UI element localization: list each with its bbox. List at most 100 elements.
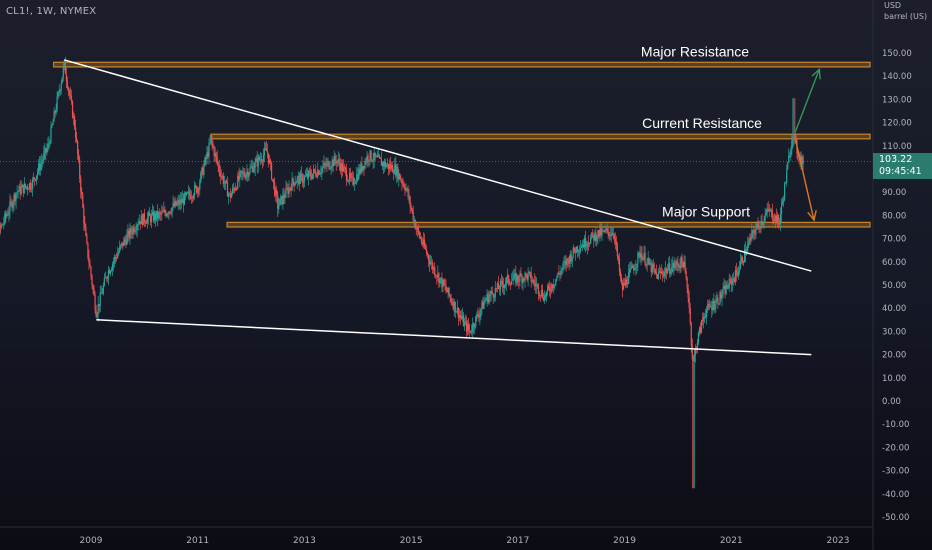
candle-body <box>597 230 599 238</box>
candle-body <box>46 148 48 153</box>
candle-body <box>358 168 360 180</box>
y-tick-label: -20.00 <box>882 443 909 453</box>
candle-body <box>287 188 289 194</box>
candle-body <box>499 281 502 290</box>
candle-body <box>613 235 615 239</box>
candle-body <box>672 262 674 267</box>
candle-body <box>717 297 719 305</box>
candle-body <box>402 183 404 185</box>
candle-body <box>793 133 795 139</box>
candle-body <box>511 280 513 285</box>
candle-body <box>712 300 714 311</box>
candle-body <box>146 217 149 224</box>
candle-body <box>246 171 248 175</box>
candle-body <box>753 230 755 234</box>
candle-body <box>228 193 231 195</box>
candle-body <box>381 162 384 166</box>
candle-body <box>462 315 465 327</box>
candle-body <box>307 171 310 178</box>
candle-body <box>49 142 51 144</box>
candle-body <box>25 186 27 188</box>
candle-body <box>126 235 128 245</box>
candle-body <box>170 212 172 214</box>
candle-body <box>393 172 395 174</box>
candle-body <box>701 320 704 322</box>
y-tick-label: 90.00 <box>882 188 906 198</box>
y-tick-label: 0.00 <box>882 397 901 407</box>
candle-body <box>611 233 613 236</box>
candle-body <box>476 314 478 317</box>
candle-body <box>446 290 448 293</box>
candle-body <box>589 243 591 245</box>
candle-body <box>221 176 223 177</box>
candle-body <box>483 302 485 309</box>
candle-body <box>263 148 266 155</box>
candle-body <box>101 293 103 294</box>
candle-body <box>531 281 533 283</box>
candle-body <box>508 275 510 283</box>
candle-body <box>509 282 511 284</box>
candle-body <box>58 91 60 93</box>
candle-body <box>76 137 78 142</box>
candle-body <box>561 268 563 271</box>
candle-body <box>716 297 718 301</box>
candle-body <box>42 159 44 162</box>
candle-body <box>88 257 90 264</box>
candle-body <box>147 212 150 218</box>
candle-body <box>506 275 509 278</box>
candle-body <box>258 156 260 160</box>
candle-body <box>698 327 701 333</box>
candle-body <box>45 148 47 153</box>
candle-body <box>769 209 771 212</box>
candle-body <box>375 155 377 157</box>
candle-body <box>494 288 496 298</box>
candle-body <box>135 229 137 231</box>
candle-body <box>190 197 193 199</box>
candle-body <box>392 165 394 173</box>
candle-body <box>472 323 474 332</box>
candle-body <box>38 163 40 172</box>
candle-body <box>54 111 56 113</box>
candle-body <box>536 284 538 286</box>
candle-body <box>750 237 752 240</box>
candle-body <box>594 232 596 241</box>
candle-body <box>590 237 592 244</box>
candle-body <box>89 263 91 268</box>
candle-body <box>772 219 774 221</box>
candle-body <box>629 268 631 273</box>
candle-body <box>194 185 196 196</box>
candle-body <box>468 324 470 330</box>
candle-body <box>612 233 614 236</box>
candle-body <box>778 221 781 225</box>
candle-body <box>265 148 268 152</box>
candle-body <box>73 116 76 128</box>
candle-body <box>559 273 561 275</box>
y-tick-label: 10.00 <box>882 374 906 384</box>
candle-body <box>229 193 232 198</box>
candle-body <box>602 229 604 231</box>
x-tick-label: 2015 <box>400 536 423 546</box>
candle-body <box>700 320 703 333</box>
candle-body <box>411 208 413 212</box>
candle-body <box>739 261 742 269</box>
candle-body <box>679 266 681 269</box>
candle-body <box>552 284 554 288</box>
candle-body <box>647 258 649 261</box>
candle-body <box>532 280 534 282</box>
candle-body <box>528 271 530 273</box>
candle-body <box>326 162 328 167</box>
candle-body <box>209 142 211 144</box>
candle-body <box>792 138 794 141</box>
zone-band <box>53 61 871 68</box>
candle-body <box>788 155 790 163</box>
candle-body <box>252 166 254 173</box>
candle-body <box>785 182 787 184</box>
candle-body <box>139 221 141 225</box>
candle-body <box>222 176 224 185</box>
candle-body <box>577 250 579 252</box>
candle-body <box>445 285 447 291</box>
candle-body <box>391 165 393 169</box>
candle-body <box>338 159 340 165</box>
